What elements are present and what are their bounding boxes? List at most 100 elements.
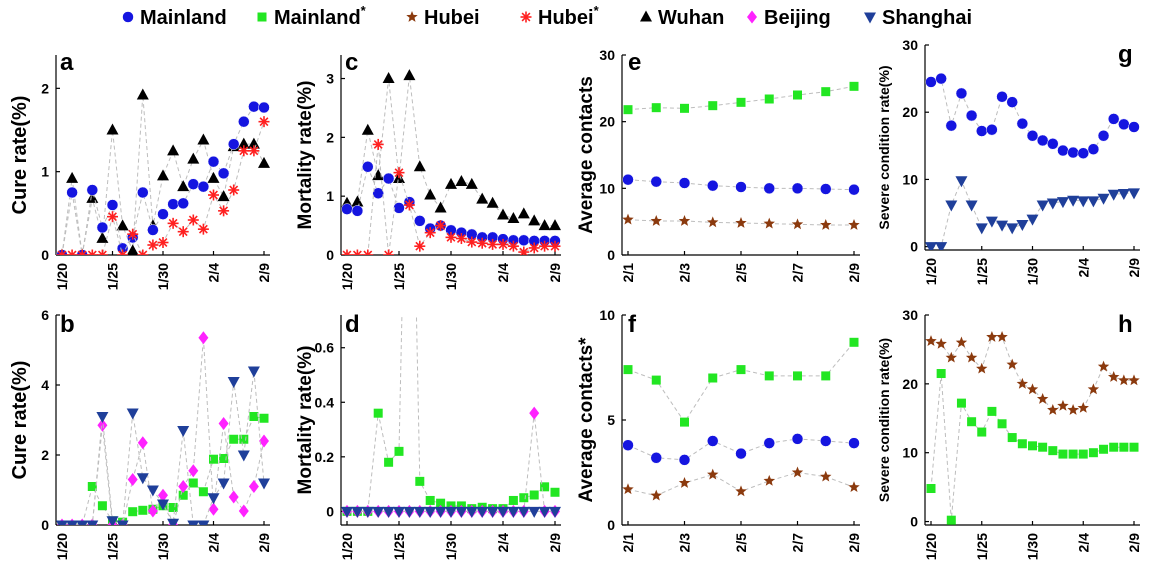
- point-hubei: [1077, 401, 1089, 413]
- point-mainland: [238, 115, 250, 128]
- point-shanghai: [549, 506, 561, 518]
- point-wuhan: [177, 180, 190, 192]
- point-wuhan: [136, 88, 149, 100]
- point-wuhan: [116, 219, 129, 231]
- legend-marker-mainland-star: [257, 12, 267, 22]
- panel-e: 0 10 20 30 2/1 2/3 2/5 2/7 2/9 Average contacts e: [576, 47, 862, 282]
- x-tick-label: 1/20: [923, 258, 939, 285]
- point-shanghai: [965, 200, 978, 212]
- panel-a: 0 1 2 1/20 1/25 1/30 2/4 2/9 Cure rate(%) a: [9, 49, 272, 290]
- point-mainland-star: [821, 371, 831, 381]
- point-wuhan: [528, 214, 541, 226]
- point-mainland-star: [849, 337, 859, 347]
- point-beijing: [198, 331, 209, 345]
- point-mainland-star: [1038, 442, 1048, 452]
- x-tick-label: 2/4: [495, 263, 511, 283]
- point-shanghai: [237, 450, 250, 462]
- point-mainland-star: [793, 371, 802, 381]
- point-mainland: [1087, 143, 1100, 155]
- point-mainland: [1057, 144, 1069, 157]
- point-mainland-star: [967, 417, 977, 427]
- series-line-mainland-star: [347, 315, 556, 512]
- panel-label: e: [628, 49, 641, 76]
- point-shanghai: [393, 506, 405, 518]
- point-wuhan: [382, 72, 395, 84]
- point-mainland-star: [1109, 442, 1119, 452]
- point-hubei: [622, 483, 634, 495]
- point-mainland-star: [1078, 449, 1088, 459]
- point-hubei-star: [351, 249, 363, 255]
- point-shanghai: [538, 506, 551, 518]
- point-hubei: [1128, 374, 1140, 386]
- point-hubei-star: [197, 223, 209, 235]
- legend-entry-mainland-star: Mainland*: [257, 3, 367, 29]
- panel-label: f: [628, 311, 637, 338]
- point-shanghai: [434, 506, 447, 518]
- series-line-shanghai: [62, 370, 265, 525]
- point-hubei: [935, 337, 947, 349]
- point-mainland-star: [764, 94, 774, 104]
- x-tick-label: 2/4: [495, 533, 511, 553]
- point-wuhan: [465, 177, 478, 189]
- series-hubei: [925, 331, 1140, 415]
- point-mainland: [393, 202, 405, 214]
- point-mainland: [351, 205, 364, 217]
- x-tick-label: 2/9: [1126, 258, 1142, 278]
- legend-entry-wuhan: Wuhan: [640, 7, 724, 29]
- legend-label-hubei: Hubei: [424, 7, 480, 29]
- point-hubei: [1097, 360, 1110, 372]
- series-mainland: [56, 100, 270, 255]
- point-mainland-star: [1119, 442, 1129, 452]
- point-beijing: [248, 480, 259, 493]
- point-mainland: [622, 173, 634, 186]
- point-mainland-star: [680, 417, 689, 427]
- point-shanghai: [177, 426, 190, 437]
- point-hubei: [735, 217, 747, 228]
- x-tick-label: 2/3: [677, 533, 693, 553]
- point-mainland-star: [793, 90, 802, 100]
- point-hubei: [650, 215, 662, 226]
- point-shanghai: [167, 518, 180, 525]
- point-hubei-star: [528, 242, 540, 254]
- point-hubei: [763, 217, 775, 229]
- point-mainland-star: [249, 412, 259, 421]
- point-wuhan: [507, 212, 520, 224]
- point-hubei: [848, 219, 860, 230]
- point-shanghai: [945, 200, 958, 212]
- y-axis-label: Cure rate(%): [9, 96, 31, 215]
- point-mainland-star: [229, 434, 239, 444]
- x-tick-label: 1/30: [1025, 533, 1041, 560]
- x-tick-label: 1/20: [923, 533, 939, 560]
- point-shanghai: [996, 220, 1009, 232]
- point-shanghai: [517, 506, 530, 518]
- point-hubei-star: [539, 240, 551, 252]
- panel-b: 0 2 4 6 1/20 1/25 1/30 2/4 2/9 Cure rate(%) b: [9, 307, 272, 560]
- point-mainland-star: [1028, 441, 1037, 451]
- point-mainland: [96, 221, 109, 234]
- y-axis-label: Cure rate(%): [9, 361, 31, 480]
- point-mainland-star: [956, 398, 966, 408]
- point-wuhan: [351, 195, 364, 207]
- y-tick-label: 0: [41, 247, 49, 263]
- point-hubei-star: [66, 249, 78, 255]
- point-shanghai: [476, 506, 489, 518]
- point-hubei-star: [414, 240, 426, 252]
- point-shanghai: [258, 478, 270, 490]
- x-tick-label: 2/3: [677, 263, 693, 283]
- y-axis-label: Average contacts: [576, 76, 597, 234]
- series-shanghai: [341, 506, 561, 518]
- series-line-mainland-star: [627, 341, 855, 424]
- panel-label: b: [60, 311, 75, 338]
- point-shanghai: [507, 506, 520, 518]
- x-tick-label: 1/25: [391, 533, 407, 560]
- point-shanghai: [86, 520, 99, 525]
- point-mainland-star: [384, 457, 394, 467]
- y-axis-label: Severe condition rate(%): [876, 338, 892, 502]
- point-mainland-star: [394, 446, 404, 456]
- point-mainland-star: [736, 97, 746, 107]
- y-tick-label: 2: [41, 80, 49, 96]
- point-mainland-star: [987, 406, 997, 416]
- point-wuhan: [247, 137, 260, 149]
- point-shanghai: [56, 520, 68, 525]
